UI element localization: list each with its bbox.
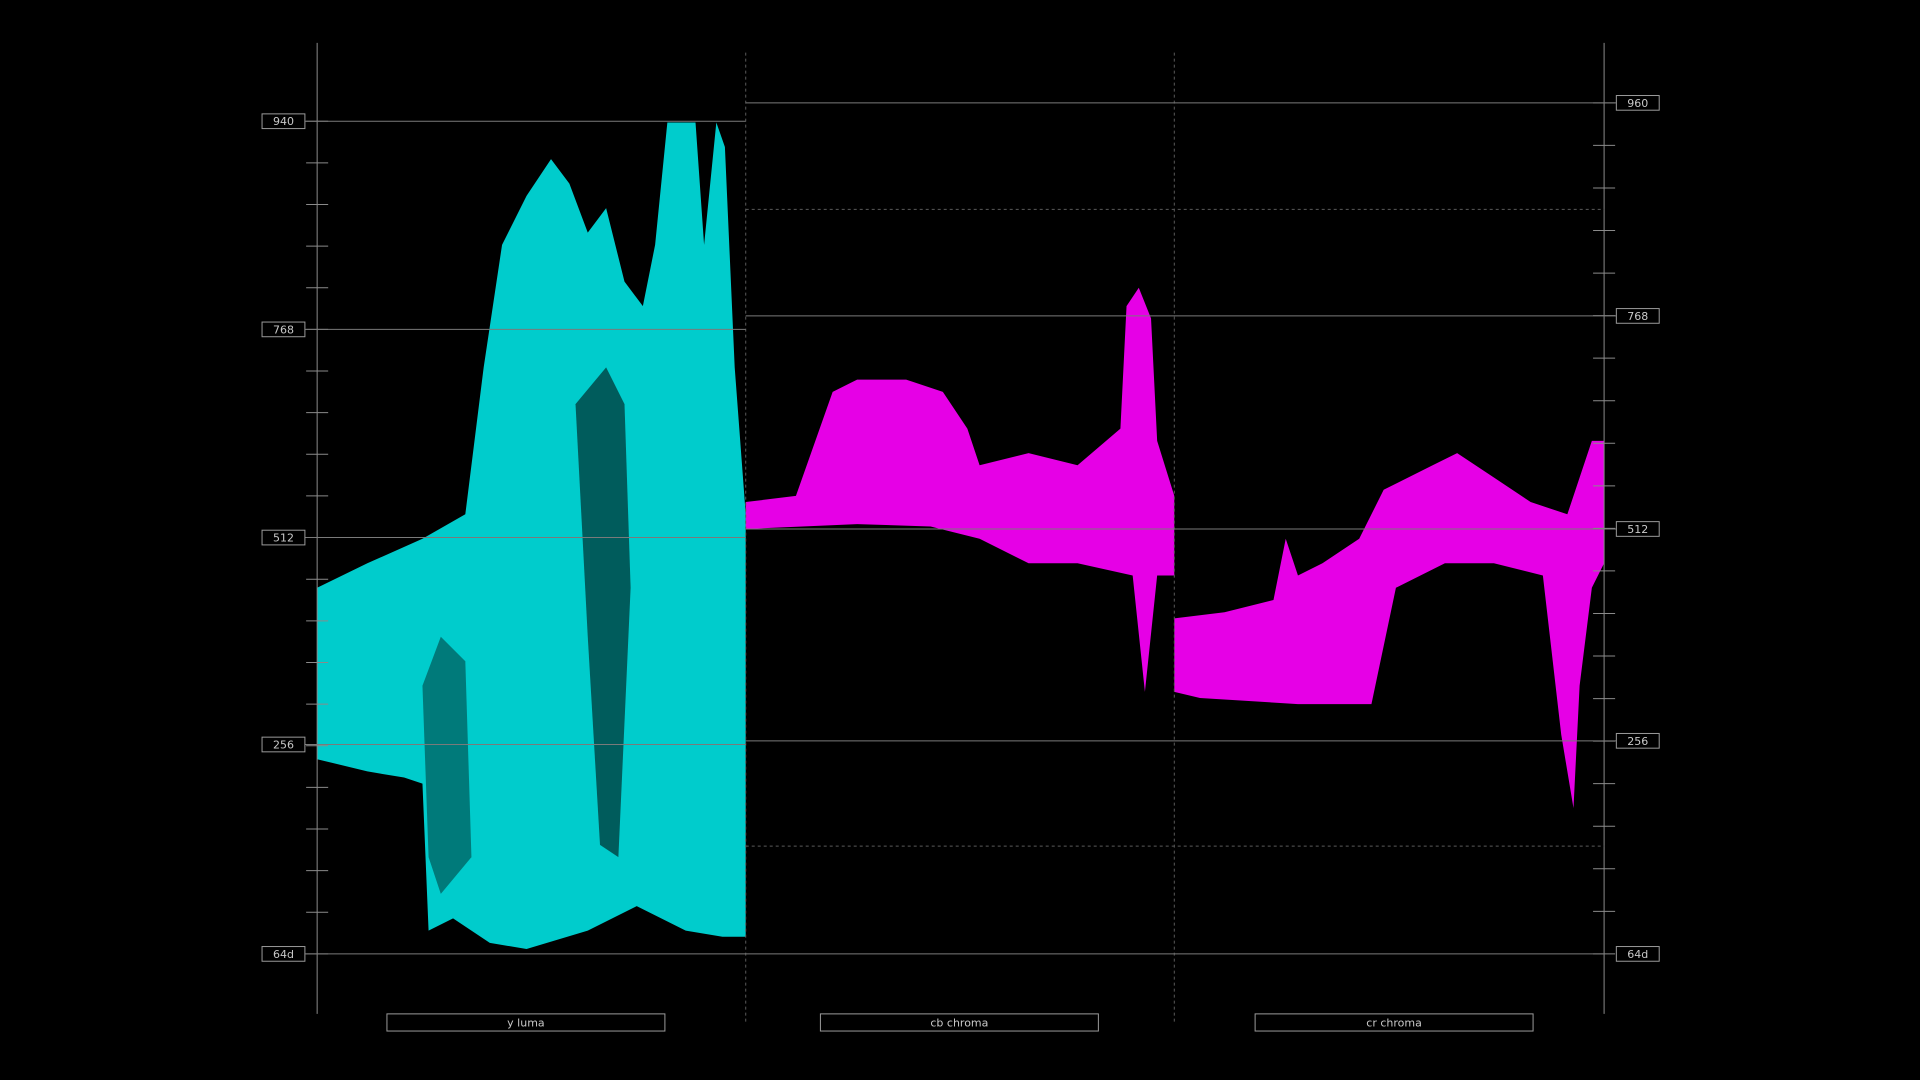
left-label-box [261,736,306,753]
panel-label: cr chroma [1366,1016,1422,1029]
right-axis-label: 256 [1627,735,1648,748]
left-label-box [261,113,306,130]
right-axis-label: 960 [1627,97,1648,110]
left-axis-label: 64d [273,948,294,961]
right-label-box [1615,946,1660,962]
panel-label-box [1254,1013,1534,1032]
right-label-box [1615,95,1660,111]
right-axis-label: 64d [1627,948,1648,961]
luma-trace [317,122,746,949]
left-label-box [261,529,306,546]
left-axis-label: 940 [273,115,294,128]
panel-label-box [819,1013,1099,1032]
left-label-box [261,946,306,962]
right-axis-label: 768 [1627,310,1648,323]
luma-dark-streak [575,367,631,858]
cb-trace [745,287,1175,692]
cr-trace [1174,440,1605,809]
right-label-box [1615,308,1660,324]
left-label-box [261,321,306,338]
left-axis-label: 512 [273,532,294,545]
right-label-box [1615,521,1660,537]
right-label-box [1615,732,1660,749]
left-axis-label: 768 [273,323,294,336]
panel-label: y luma [507,1016,545,1029]
panel-label-box [386,1013,666,1032]
panel-label: cb chroma [930,1016,988,1029]
left-axis-label: 256 [273,738,294,751]
right-axis-label: 512 [1627,523,1648,536]
waveform-traces [317,122,1605,949]
luma-dark-streak [422,636,472,894]
